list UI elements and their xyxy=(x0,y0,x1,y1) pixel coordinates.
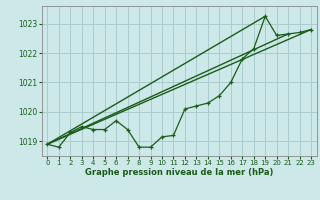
X-axis label: Graphe pression niveau de la mer (hPa): Graphe pression niveau de la mer (hPa) xyxy=(85,168,273,177)
